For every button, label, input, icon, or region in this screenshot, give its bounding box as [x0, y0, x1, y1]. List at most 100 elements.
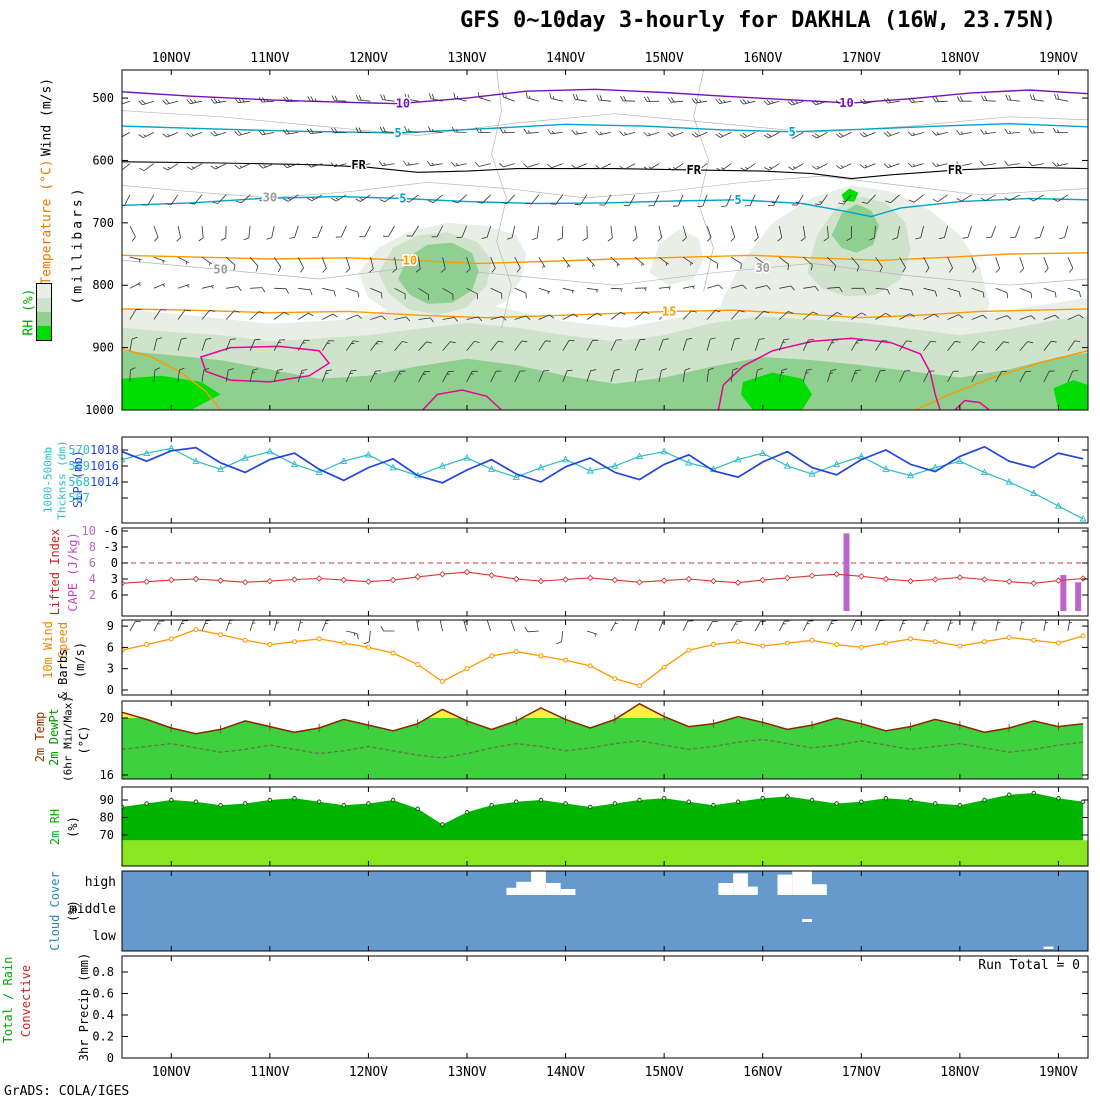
temp-line — [122, 702, 1084, 735]
svg-text:-6: -6 — [104, 524, 118, 538]
svg-text:569: 569 — [68, 459, 90, 473]
contour-lines — [122, 70, 1088, 410]
rh-markers — [122, 790, 1086, 827]
svg-text:6: 6 — [89, 556, 96, 570]
svg-text:10: 10 — [82, 524, 96, 538]
svg-text:18NOV: 18NOV — [940, 51, 979, 66]
axis-label: 2m DewPt — [47, 708, 61, 766]
axis-label: Wind (m/s) — [39, 77, 55, 157]
svg-text:8: 8 — [89, 540, 96, 554]
svg-text:1018: 1018 — [90, 443, 119, 457]
svg-text:2: 2 — [89, 588, 96, 602]
svg-text:12NOV: 12NOV — [349, 51, 388, 66]
svg-text:16: 16 — [100, 768, 114, 782]
svg-text:30: 30 — [755, 261, 769, 275]
svg-text:19NOV: 19NOV — [1039, 51, 1078, 66]
svg-text:18NOV: 18NOV — [940, 1065, 979, 1080]
axis-label: (%) — [66, 900, 80, 922]
svg-text:5: 5 — [399, 192, 406, 206]
axis-label: Temperature (°C) — [39, 159, 55, 285]
svg-text:Run Total = 0: Run Total = 0 — [978, 958, 1080, 973]
axis-label: RH (%) — [21, 288, 37, 336]
svg-text:0: 0 — [111, 556, 118, 570]
svg-text:19NOV: 19NOV — [1039, 1065, 1078, 1080]
axis-label: SLP (mb) — [71, 450, 85, 508]
svg-text:FR: FR — [351, 158, 366, 172]
axis-label: (millibars) — [70, 185, 86, 305]
axis-label: 1000-500mb — [41, 446, 55, 514]
svg-text:0.8: 0.8 — [92, 965, 114, 979]
surface-wind-barbs — [129, 620, 1073, 645]
axis-label: Convective — [19, 964, 33, 1038]
svg-text:10NOV: 10NOV — [152, 51, 191, 66]
panel-li-cape — [122, 533, 1088, 611]
svg-text:11NOV: 11NOV — [250, 1065, 289, 1080]
temp-area — [122, 703, 1084, 779]
panel-slp-thickness — [122, 444, 1087, 522]
cloud-bg — [122, 871, 1088, 951]
frames-and-axes: 5006007008009001000570569568567101810161… — [68, 51, 1089, 1080]
wind-speed-line — [122, 627, 1086, 689]
panel-wind-10m — [122, 620, 1086, 689]
svg-text:1000: 1000 — [85, 403, 114, 417]
axis-label: (°C) — [77, 725, 91, 755]
cape-bars — [843, 533, 1082, 611]
page-title: GFS 0~10day 3-hourly for DAKHLA (16W, 23… — [459, 8, 1057, 33]
svg-text:0.4: 0.4 — [92, 1008, 114, 1022]
svg-text:1016: 1016 — [90, 459, 119, 473]
svg-text:13NOV: 13NOV — [447, 1065, 486, 1080]
axis-label: (6hr Min/Max) — [61, 695, 75, 783]
rh-colorbar-cell — [37, 298, 51, 312]
svg-text:10: 10 — [403, 253, 417, 267]
axis-label: 2m RH — [48, 808, 62, 846]
axis-label: Lifted Index — [48, 528, 62, 616]
thickness-line — [122, 444, 1087, 522]
svg-text:900: 900 — [92, 341, 114, 355]
svg-text:800: 800 — [92, 278, 114, 292]
svg-text:5: 5 — [789, 125, 796, 139]
svg-text:3: 3 — [111, 572, 118, 586]
svg-text:30: 30 — [263, 190, 277, 204]
svg-text:14NOV: 14NOV — [546, 51, 585, 66]
rh-area — [122, 793, 1084, 841]
svg-text:15: 15 — [662, 304, 676, 318]
svg-text:10: 10 — [839, 96, 853, 110]
rh-shading — [122, 185, 1088, 410]
axis-label: CAPE (J/kg) — [66, 532, 80, 612]
svg-text:567: 567 — [68, 491, 90, 505]
svg-text:FR: FR — [686, 163, 701, 177]
svg-text:14NOV: 14NOV — [546, 1065, 585, 1080]
svg-text:70: 70 — [100, 828, 114, 842]
svg-text:9: 9 — [107, 619, 114, 633]
axis-label: Total / Rain — [1, 956, 15, 1044]
rh-base-band — [122, 840, 1088, 866]
svg-text:17NOV: 17NOV — [842, 51, 881, 66]
svg-text:90: 90 — [100, 793, 114, 807]
svg-text:11NOV: 11NOV — [250, 51, 289, 66]
axis-label: 10m Wind — [41, 621, 55, 679]
svg-text:10: 10 — [396, 97, 410, 111]
svg-text:0: 0 — [107, 683, 114, 697]
panel-cloud-cover — [122, 871, 1088, 951]
svg-text:600: 600 — [92, 153, 114, 167]
slp-line — [122, 445, 1084, 484]
svg-text:6: 6 — [111, 588, 118, 602]
rh-colorbar-cell — [37, 326, 51, 340]
svg-text:12NOV: 12NOV — [349, 1065, 388, 1080]
svg-text:5: 5 — [394, 126, 401, 140]
svg-text:4: 4 — [89, 572, 96, 586]
svg-text:20: 20 — [100, 711, 114, 725]
axis-label: & Barbs — [56, 648, 70, 700]
contour-labels: 30 50 30 10 10 5 5 FR FR FR 5 5 10 15 — [212, 95, 965, 320]
panel-temp-2m — [122, 702, 1084, 779]
svg-text:570: 570 — [68, 443, 90, 457]
svg-text:500: 500 — [92, 91, 114, 105]
panel-cross-section: 30 50 30 10 10 5 5 FR FR FR 5 5 10 15 — [122, 70, 1088, 410]
wind-barbs — [122, 91, 1084, 383]
run-total-label: Run Total = 0 — [978, 958, 1080, 973]
svg-text:16NOV: 16NOV — [743, 1065, 782, 1080]
grads-credit: GrADS: COLA/IGES — [4, 1084, 130, 1099]
svg-text:6: 6 — [107, 640, 114, 654]
